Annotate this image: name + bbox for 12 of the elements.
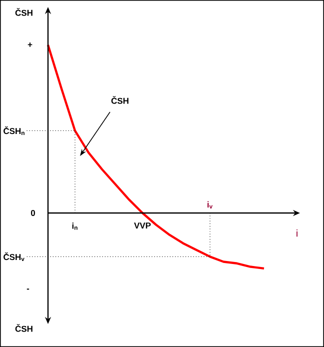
- text: ČSH$_{n}$: [4, 126, 24, 135]
- text: ČSH$_{v}$: [4, 252, 24, 261]
- text: ČSH: [15, 324, 32, 332]
- x-axis-title: i: [296, 229, 298, 237]
- y-axis-title: ČSH: [15, 8, 32, 16]
- x-tick-label: VVP: [134, 222, 151, 228]
- text: 0: [30, 210, 36, 216]
- text: ČSH: [111, 96, 128, 104]
- x-tick-label: i$_{n}$: [72, 222, 78, 230]
- x-tick-label: i$_{v}$: [208, 201, 213, 208]
- text: +: [28, 42, 32, 47]
- text: -: [26, 288, 30, 290]
